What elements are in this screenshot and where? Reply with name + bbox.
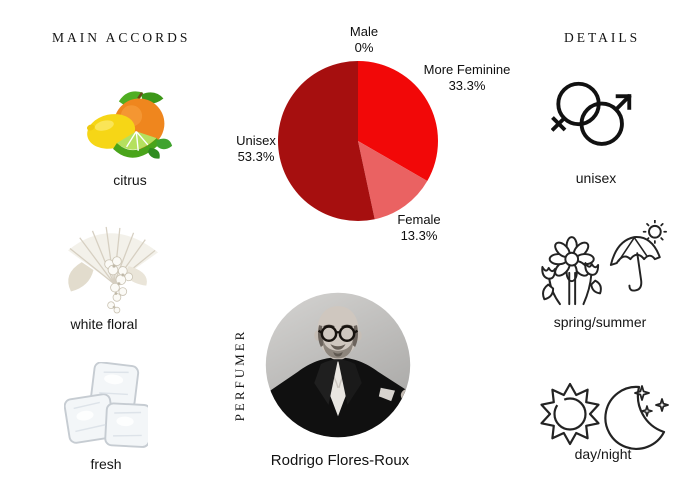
pie-label-male: Male 0% <box>322 24 406 56</box>
pie-slice-unisex <box>278 61 375 221</box>
pie-label-unisex-name: Unisex <box>236 133 276 148</box>
accord-label-white-floral: white floral <box>70 316 138 332</box>
gender-unisex-icon <box>551 81 632 146</box>
pie-label-male-pct: 0% <box>354 40 374 55</box>
pie-label-more-feminine-name: More Feminine <box>423 62 511 77</box>
accord-label-fresh: fresh <box>90 456 122 472</box>
perfumer-photo <box>265 292 411 438</box>
perfumer-section-label: PERFUMER <box>232 328 247 422</box>
white-floral-icon <box>68 226 159 314</box>
accord-label-citrus: citrus <box>113 172 147 188</box>
pie-slice-more-feminine <box>358 61 438 181</box>
pie-label-female: Female 13.3% <box>377 212 461 244</box>
pie-label-male-name: Male <box>349 24 379 39</box>
details-header: DETAILS <box>564 30 641 45</box>
citrus-fruits-icon <box>87 91 173 159</box>
sun-moon-icon <box>540 382 669 450</box>
detail-label-day-night: day/night <box>574 446 632 462</box>
pie-slice-female <box>358 141 428 220</box>
main-accords-header: MAIN ACCORDS <box>52 30 191 45</box>
ice-cubes-icon <box>64 362 148 448</box>
gender-pie-svg <box>278 61 438 221</box>
perfumer-name: Rodrigo Flores-Roux <box>270 452 410 469</box>
pie-label-more-feminine: More Feminine 33.3% <box>412 62 522 94</box>
pie-label-female-name: Female <box>397 212 441 227</box>
pie-label-unisex-pct: 53.3% <box>237 149 275 164</box>
detail-label-spring-summer: spring/summer <box>553 314 647 330</box>
detail-label-unisex: unisex <box>575 170 617 186</box>
pie-label-unisex: Unisex 53.3% <box>213 133 299 165</box>
flowers-umbrella-sun-icon <box>541 220 667 306</box>
pie-label-more-feminine-pct: 33.3% <box>448 78 486 93</box>
pie-label-female-pct: 13.3% <box>400 228 438 243</box>
